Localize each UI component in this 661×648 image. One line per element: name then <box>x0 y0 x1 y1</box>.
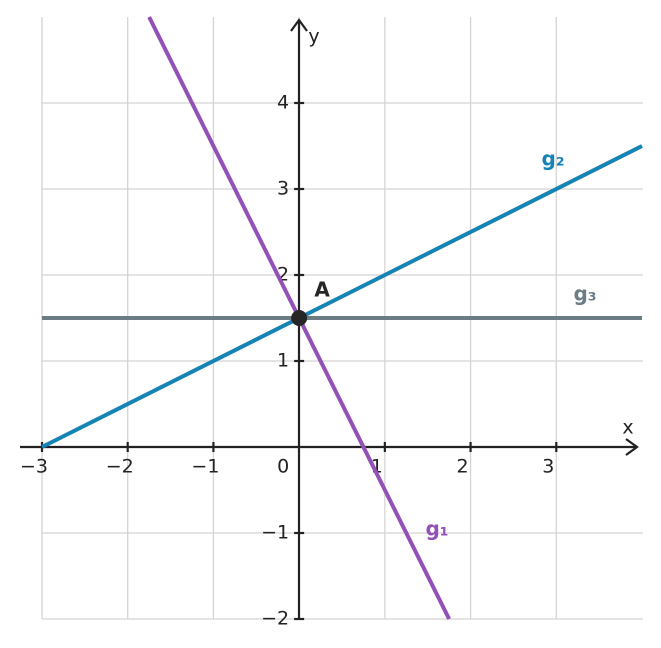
line <box>41 144 643 449</box>
y-axis-label: y <box>308 26 319 48</box>
x-tick-label: 3 <box>542 456 554 478</box>
line-label: g₂ <box>541 147 564 171</box>
x-axis-label: x <box>622 417 633 439</box>
x-tick-label: −1 <box>191 456 219 478</box>
x-tick-label: −3 <box>20 456 48 478</box>
x-tick-label: −2 <box>106 456 134 478</box>
line-label: g₃ <box>573 282 596 306</box>
y-tick-label: 4 <box>277 92 289 114</box>
lines: g₁ g₂ g₃ A <box>41 16 643 620</box>
line-label: g₁ <box>425 517 448 541</box>
y-tick-label: −2 <box>261 608 289 630</box>
y-tick-label: −1 <box>261 522 289 544</box>
x-arrow <box>625 438 639 456</box>
point <box>291 310 308 326</box>
x-tick-label: 2 <box>457 456 469 478</box>
origin-label: 0 <box>277 456 289 478</box>
y-tick-label: 3 <box>277 178 289 200</box>
y-tick-label: 1 <box>277 350 289 372</box>
y-arrow <box>290 18 308 32</box>
point-label: A <box>314 278 330 302</box>
